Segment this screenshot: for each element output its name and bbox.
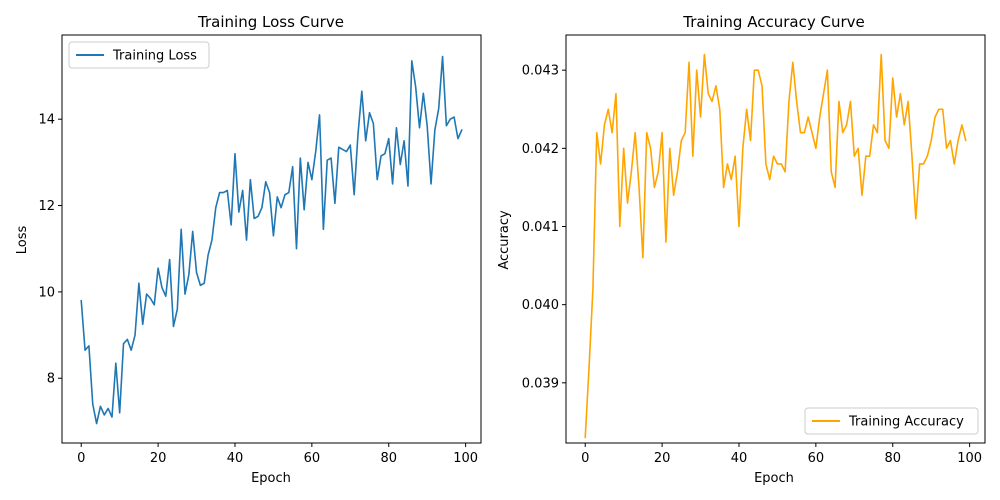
loss-chart: Training Loss Curve Epoch Loss 0 20 40 60 80… [15, 13, 482, 486]
loss-x-tick-label: 60 [304, 451, 321, 466]
accuracy-x-tick-label: 40 [731, 451, 748, 466]
loss-x-tick-label: 20 [150, 451, 167, 466]
loss-x-tick-label: 100 [453, 451, 478, 466]
loss-x-tick-label: 40 [227, 451, 244, 466]
accuracy-x-tick-label: 80 [884, 451, 901, 466]
loss-y-axis-label: Loss [15, 226, 30, 255]
loss-x-axis-label: Epoch [251, 471, 291, 486]
loss-y-tick-label: 8 [47, 372, 55, 387]
accuracy-x-tick-label: 0 [581, 451, 589, 466]
loss-x-tick-label: 0 [77, 451, 85, 466]
accuracy-y-tick-label: 0.040 [522, 298, 559, 313]
accuracy-plot-frame [565, 34, 986, 444]
accuracy-series-line [584, 53, 967, 439]
loss-legend: Training Loss [68, 41, 210, 69]
accuracy-x-tick-label: 60 [808, 451, 825, 466]
accuracy-x-tick-label: 100 [957, 451, 982, 466]
accuracy-legend-label: Training Accuracy [848, 415, 964, 430]
loss-x-tick-label: 80 [380, 451, 397, 466]
accuracy-axis-ticks: 0 20 40 60 80 100 0.039 0.040 0.041 0.042 0.043 [522, 64, 982, 466]
loss-series-line [80, 55, 463, 425]
loss-y-tick-label: 12 [38, 199, 55, 214]
accuracy-y-axis-label: Accuracy [497, 210, 512, 270]
accuracy-legend-box [804, 407, 979, 435]
accuracy-series-group [584, 53, 967, 439]
loss-axis-ticks: 0 20 40 60 80 100 8 10 12 14 [38, 113, 478, 466]
accuracy-x-tick-label: 20 [654, 451, 671, 466]
loss-chart-title: Training Loss Curve [197, 13, 344, 31]
accuracy-chart-title: Training Accuracy Curve [682, 13, 864, 31]
accuracy-chart: Training Accuracy Curve Epoch Accuracy 0… [497, 13, 986, 486]
loss-legend-label: Training Loss [112, 49, 197, 64]
loss-series-group [80, 55, 463, 425]
loss-y-tick-label: 14 [38, 113, 55, 128]
loss-plot-frame [61, 34, 482, 444]
loss-legend-box [68, 41, 210, 69]
loss-y-tick-label: 10 [38, 285, 55, 300]
accuracy-y-tick-label: 0.039 [522, 376, 559, 391]
accuracy-y-tick-label: 0.042 [522, 142, 559, 157]
accuracy-y-tick-label: 0.043 [522, 64, 559, 79]
accuracy-y-tick-label: 0.041 [522, 220, 559, 235]
accuracy-x-axis-label: Epoch [754, 471, 794, 486]
accuracy-legend: Training Accuracy [804, 407, 979, 435]
